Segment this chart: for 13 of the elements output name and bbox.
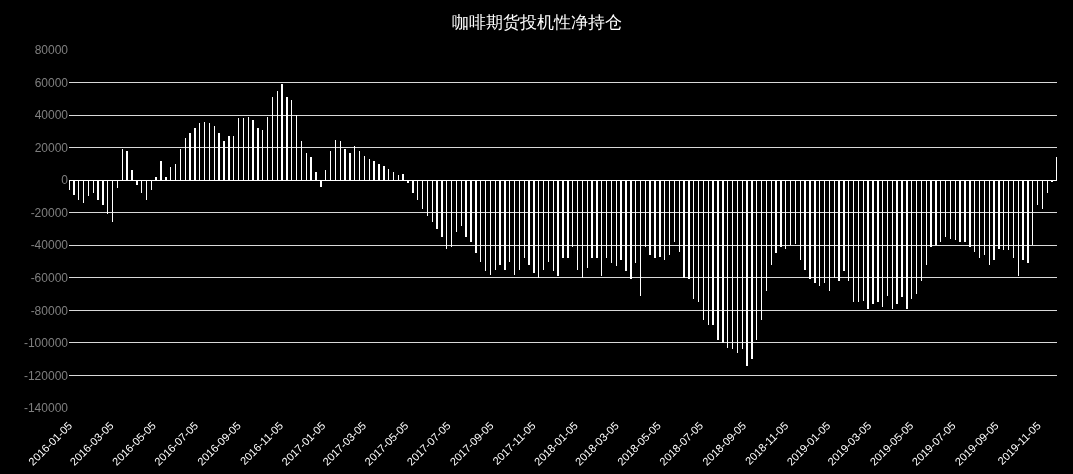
chart-title: 咖啡期货投机性净持仓 [451,12,622,32]
y-tick-label: 20000 [34,140,69,155]
y-tick-label: -40000 [30,238,69,253]
y-tick-label: -80000 [30,303,69,318]
y-tick-label: 60000 [34,75,69,90]
y-tick-label: -60000 [30,271,69,286]
y-tick-label: -140000 [23,401,69,416]
y-tick-label: -20000 [30,205,69,220]
y-tick-label: 80000 [34,43,69,58]
y-tick-label: 0 [61,173,69,188]
y-tick-label: 40000 [34,108,69,123]
y-tick-label: -100000 [23,336,69,351]
y-tick-label: -120000 [23,368,69,383]
